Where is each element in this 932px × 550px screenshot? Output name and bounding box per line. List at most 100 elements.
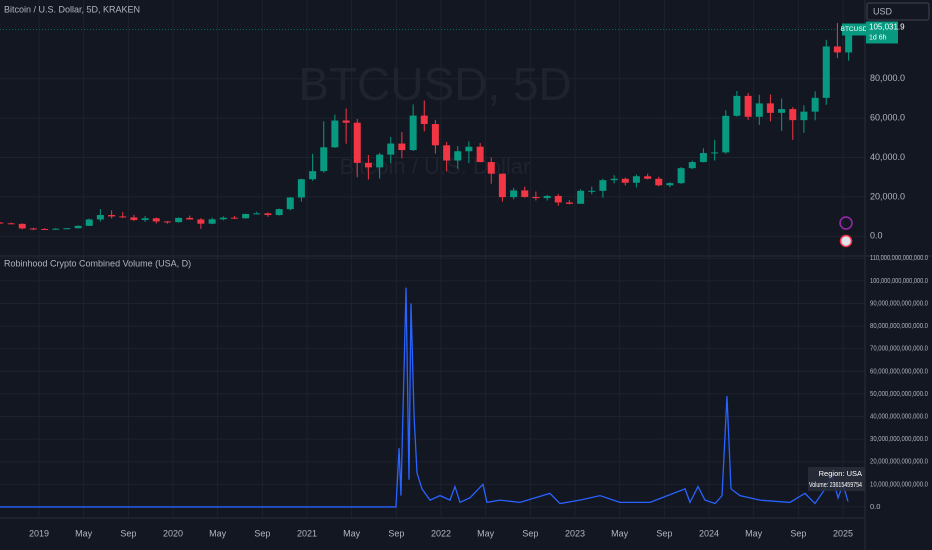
candle-body xyxy=(632,176,640,183)
x-tick-label: 2023 xyxy=(565,528,585,538)
candle-body xyxy=(186,217,194,220)
candle-body xyxy=(766,103,774,113)
candle-body xyxy=(577,190,585,204)
candle-body xyxy=(253,213,261,215)
candle-body xyxy=(431,124,439,146)
y-tick-label: 20,000,000,000,000.0 xyxy=(870,457,928,466)
x-tick-label: 2024 xyxy=(699,528,719,538)
candle-body xyxy=(845,34,853,53)
candle-body xyxy=(755,103,763,117)
countdown: 1d 6h xyxy=(869,34,887,41)
y-tick-label: 40,000,000,000,000.0 xyxy=(870,411,928,420)
candle-body xyxy=(119,216,127,218)
candle-body xyxy=(554,195,562,203)
candle-body xyxy=(85,219,93,226)
indicator-title: Robinhood Crypto Combined Volume (USA, D… xyxy=(4,258,191,268)
candle-body xyxy=(711,152,719,154)
y-tick-label: 110,000,000,000,000.0 xyxy=(870,253,928,262)
y-tick-label: 90,000,000,000,000.0 xyxy=(870,298,928,307)
y-tick-label: 0.0 xyxy=(870,231,883,241)
price-tag xyxy=(866,21,898,44)
candle-body xyxy=(163,221,171,223)
candle-body xyxy=(409,115,417,151)
candle-body xyxy=(309,171,317,180)
candle-body xyxy=(677,168,685,184)
candle-body xyxy=(532,196,540,199)
candle-body xyxy=(833,46,841,53)
candle-body xyxy=(454,151,462,161)
candle-body xyxy=(364,162,372,168)
y-tick-label: 50,000,000,000,000.0 xyxy=(870,389,928,398)
candle-body xyxy=(108,215,116,217)
y-tick-label: 0.0 xyxy=(870,502,880,511)
tooltip xyxy=(808,467,865,491)
candle-body xyxy=(498,173,506,198)
candle-body xyxy=(96,215,104,220)
candle-body xyxy=(565,202,573,204)
candle-body xyxy=(320,147,328,172)
y-tick-label: 70,000,000,000,000.0 xyxy=(870,344,928,353)
candle-body xyxy=(74,225,82,229)
candle-body xyxy=(29,228,37,230)
x-tick-label: May xyxy=(611,528,629,538)
tooltip-region: Region: USA xyxy=(819,469,862,478)
candle-body xyxy=(152,218,160,222)
candle-body xyxy=(599,180,607,191)
x-tick-label: Sep xyxy=(656,528,672,538)
x-tick-label: May xyxy=(209,528,227,538)
x-tick-label: May xyxy=(745,528,763,538)
mark-layer xyxy=(0,23,865,508)
grid-layer xyxy=(0,0,865,518)
x-tick-label: Sep xyxy=(790,528,806,538)
candle-body xyxy=(644,176,652,179)
candle-body xyxy=(197,219,205,224)
candle-body xyxy=(141,218,149,220)
x-tick-label: 2020 xyxy=(163,528,183,538)
y-tick-label: 60,000.0 xyxy=(870,113,905,123)
candle-body xyxy=(242,213,250,219)
candle-body xyxy=(610,178,618,181)
earnings-icon[interactable] xyxy=(839,234,853,248)
candle-body xyxy=(208,219,216,224)
y-tick-label: 10,000,000,000,000.0 xyxy=(870,479,928,488)
candle-body xyxy=(655,178,663,186)
candle-body xyxy=(688,162,696,169)
x-tick-label: 2019 xyxy=(29,528,49,538)
events-icon[interactable] xyxy=(839,216,853,230)
candle-body xyxy=(487,162,495,174)
x-tick-label: 2021 xyxy=(297,528,317,538)
candle-body xyxy=(543,195,551,199)
x-tick-label: 2022 xyxy=(431,528,451,538)
candle-body xyxy=(130,217,138,220)
candle-body xyxy=(353,122,361,163)
currency-box[interactable] xyxy=(866,2,930,21)
candle-body xyxy=(744,95,752,117)
y-tick-label: 30,000,000,000,000.0 xyxy=(870,434,928,443)
candle-body xyxy=(811,97,819,112)
candle-body xyxy=(510,190,518,198)
tooltip-volume: Volume: 23615459754 xyxy=(809,480,862,489)
y-tick-label: 80,000.0 xyxy=(870,73,905,83)
x-tick-label: Sep xyxy=(254,528,270,538)
candle-body xyxy=(588,190,596,192)
watermark: BTCUSD, 5D xyxy=(298,58,571,110)
candle-body xyxy=(230,217,238,219)
y-tick-label: 40,000.0 xyxy=(870,152,905,162)
candle-body xyxy=(465,146,473,152)
candle-body xyxy=(18,223,26,229)
candle-body xyxy=(722,115,730,153)
volume-line xyxy=(0,287,849,508)
x-tick-label: Sep xyxy=(120,528,136,538)
y-tick-label: 100,000,000,000,000.0 xyxy=(870,276,928,285)
candle-body xyxy=(286,197,294,210)
candle-body xyxy=(778,109,786,113)
currency[interactable]: USD xyxy=(873,6,893,16)
candle-body xyxy=(219,217,227,220)
candle-body xyxy=(476,146,484,163)
y-tick-label: 20,000.0 xyxy=(870,191,905,201)
x-tick-label: May xyxy=(75,528,93,538)
x-tick-label: Sep xyxy=(522,528,538,538)
symbol-title: Bitcoin / U.S. Dollar, 5D, KRAKEN xyxy=(4,4,140,14)
